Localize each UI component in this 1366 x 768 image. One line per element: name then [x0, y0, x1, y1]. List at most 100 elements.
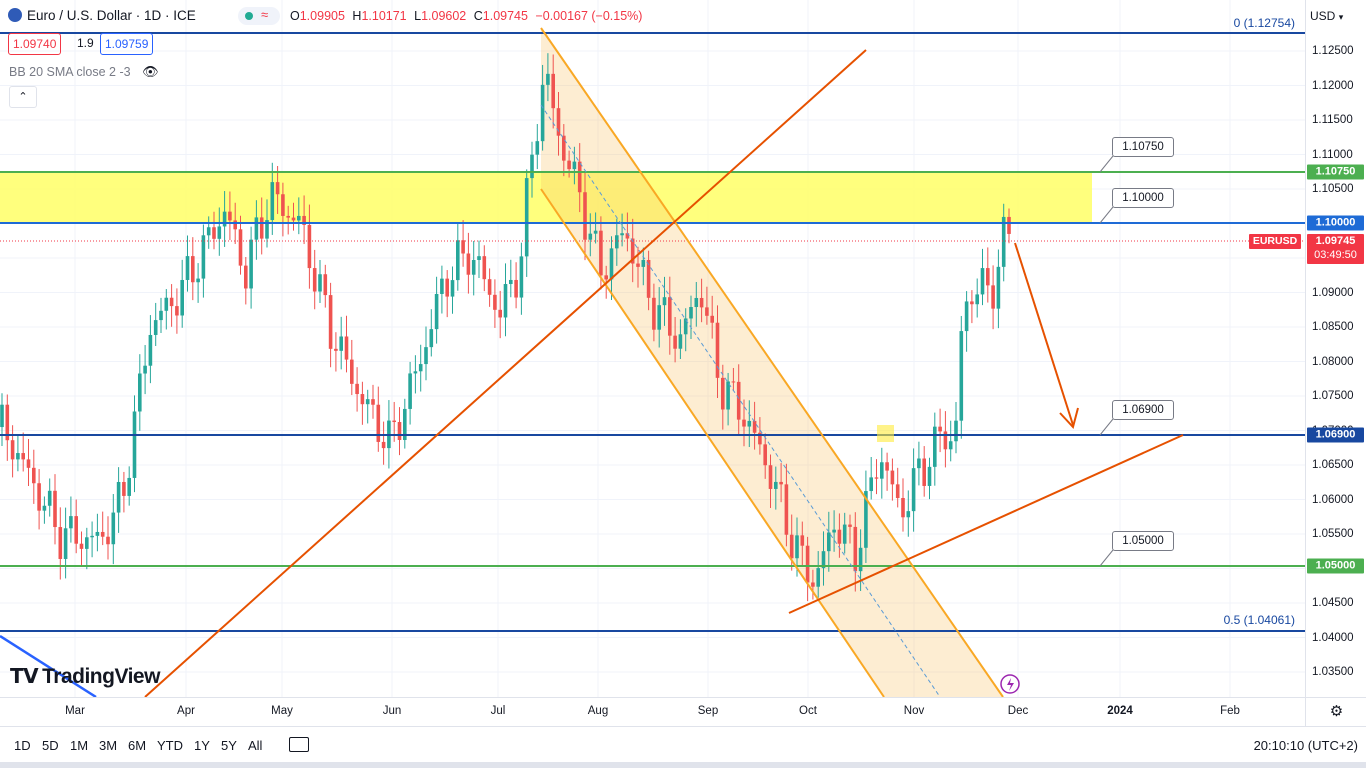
timeframe-button-5y[interactable]: 5Y — [221, 738, 237, 753]
currency-dropdown[interactable]: USD ▾ — [1310, 9, 1344, 23]
price-axis[interactable]: USD ▾ 1.12500 1.12000 1.11500 1.11000 1.1050… — [1305, 0, 1366, 697]
candle-body — [774, 481, 778, 489]
chart-canvas[interactable] — [0, 0, 1305, 697]
candle-body — [954, 420, 958, 442]
candle-body — [652, 297, 656, 330]
timeframe-button-all[interactable]: All — [248, 738, 263, 753]
channel-upper-line — [540, 27, 1004, 697]
candle-body — [222, 211, 227, 227]
candle-body — [440, 278, 444, 294]
candle-body — [212, 227, 216, 239]
candle-body — [509, 279, 513, 285]
candle-body — [5, 404, 10, 441]
candle-body — [21, 453, 25, 460]
candle-body — [196, 278, 200, 283]
candle-body — [482, 256, 487, 280]
candle-body — [85, 537, 89, 549]
callout-1-05[interactable]: 1.05000 — [1112, 531, 1174, 551]
channel-lower-line — [540, 188, 885, 697]
candle-body — [159, 310, 163, 321]
candle-body — [371, 399, 375, 405]
candle-body — [800, 535, 805, 546]
candle-body — [869, 477, 873, 492]
candle-body — [185, 256, 190, 280]
timeframe-button-3m[interactable]: 3M — [99, 738, 118, 753]
chart-pane[interactable]: Euro / U.S. Dollar · 1D · ICE ≈ O1.09905… — [0, 0, 1305, 697]
timeframe-button-1y[interactable]: 1Y — [194, 738, 210, 753]
candle-body — [403, 408, 407, 440]
candle-body — [381, 441, 386, 449]
date-range-button[interactable] — [289, 735, 311, 753]
tradingview-logo[interactable]: 𝗧𝗩 TradingView — [10, 665, 160, 688]
candle-body — [758, 432, 762, 445]
timeframe-button-1d[interactable]: 1D — [14, 738, 31, 753]
candle-body — [678, 334, 683, 349]
candle-body — [74, 516, 78, 544]
clock-display[interactable]: 20:10:10 (UTC+2) — [1253, 738, 1358, 753]
callout-1-069[interactable]: 1.06900 — [1112, 400, 1174, 420]
candle-body — [297, 215, 301, 221]
candle-body — [275, 182, 280, 195]
candle-body — [344, 336, 349, 360]
price-tick: 1.10500 — [1312, 183, 1354, 195]
time-tick: Feb — [1220, 705, 1240, 717]
candle-body — [116, 481, 121, 513]
candle-body — [10, 440, 15, 460]
time-tick: 2024 — [1107, 705, 1133, 717]
timeframe-button-6m[interactable]: 6M — [128, 738, 147, 753]
price-tick: 1.11000 — [1312, 148, 1353, 161]
highlight-marker — [877, 425, 894, 442]
candle-body — [699, 297, 704, 308]
candle-body — [339, 336, 343, 351]
candle-body — [933, 426, 937, 467]
candle-body — [630, 238, 635, 264]
buy-price-button[interactable]: 1.09759 — [100, 33, 154, 55]
candle-body — [360, 394, 365, 405]
candle-body — [487, 279, 492, 295]
candle-body — [259, 217, 264, 239]
price-tick: 1.04000 — [1312, 631, 1354, 644]
candle-body — [636, 263, 640, 267]
candle-body — [1007, 216, 1011, 234]
candle-body — [991, 285, 995, 309]
candle-body — [779, 481, 783, 485]
candle-body — [906, 511, 911, 518]
candle-body — [599, 230, 603, 276]
sell-price-button[interactable]: 1.09740 — [8, 33, 62, 55]
candle-body — [540, 84, 545, 142]
timeframe-button-ytd[interactable]: YTD — [157, 738, 183, 753]
candle-body — [143, 365, 147, 374]
symbol-legend[interactable]: Euro / U.S. Dollar · 1D · ICE — [8, 8, 196, 23]
blue-trendline — [0, 634, 97, 697]
chevron-down-icon: ▾ — [1338, 12, 1344, 22]
price-tick: 1.11500 — [1312, 114, 1353, 126]
candle-body — [111, 512, 116, 545]
chart-settings-button[interactable]: ⚙ — [1305, 697, 1366, 726]
callout-1-1075[interactable]: 1.10750 — [1112, 137, 1174, 157]
tv-logo-icon: 𝗧𝗩 — [10, 666, 39, 688]
callout-1-10[interactable]: 1.10000 — [1112, 188, 1174, 208]
collapse-legend-button[interactable]: ⌃ — [9, 86, 37, 108]
candle-body — [551, 73, 555, 109]
indicator-legend[interactable]: BB 20 SMA close 2 -3 👁 — [9, 64, 159, 79]
candle-body — [334, 348, 338, 351]
candle-body — [593, 230, 598, 234]
candle-body — [827, 532, 831, 552]
timeframe-button-1m[interactable]: 1M — [70, 738, 89, 753]
candle-body — [641, 259, 646, 267]
eye-hidden-icon[interactable]: 👁 — [142, 64, 159, 79]
candle-body — [970, 301, 974, 305]
candle-body — [721, 377, 725, 410]
rising-trendline — [144, 49, 867, 697]
candle-body — [228, 211, 232, 221]
price-tick: 1.08500 — [1312, 321, 1354, 333]
market-status-icon[interactable]: ≈ — [238, 7, 280, 25]
candle-body — [254, 217, 259, 240]
candle-body — [726, 381, 730, 410]
candle-body — [471, 259, 476, 275]
time-axis[interactable]: Mar Apr May Jun Jul Aug Sep Oct Nov Dec 2024 Feb — [0, 697, 1305, 726]
candle-body — [752, 420, 757, 433]
candle-body — [668, 297, 672, 336]
timeframe-button-5d[interactable]: 5D — [42, 738, 59, 753]
candle-body — [556, 108, 561, 136]
